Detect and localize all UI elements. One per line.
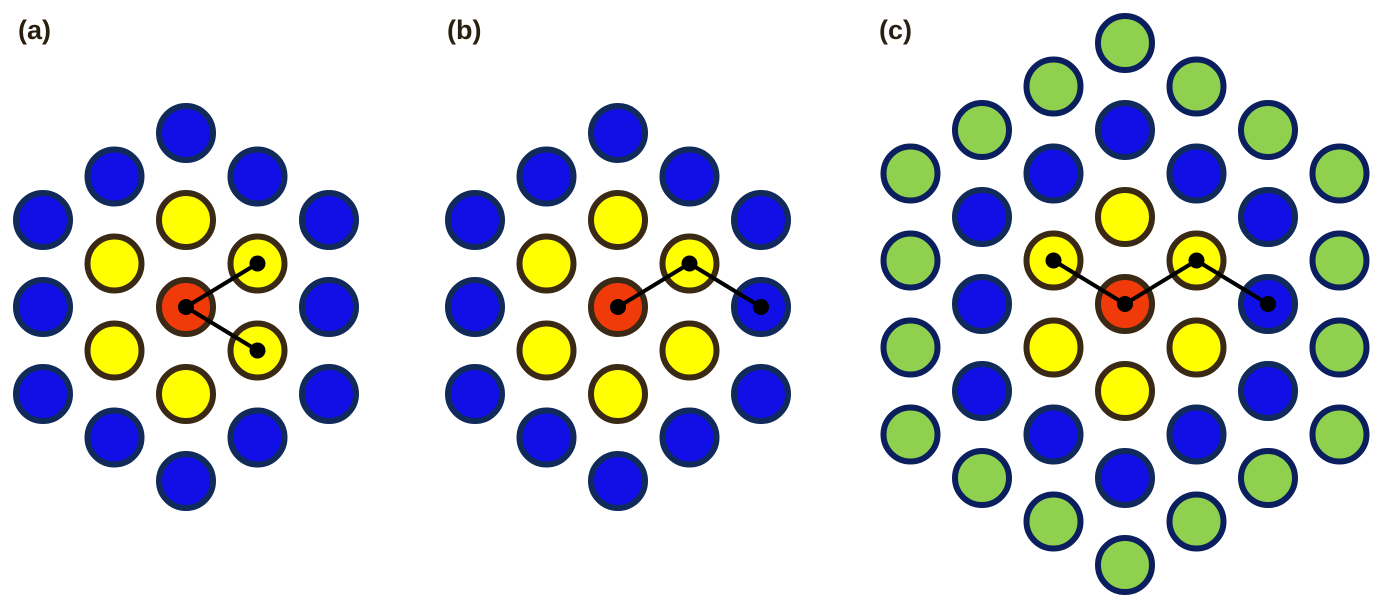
- first-shell-atom: [84, 320, 145, 381]
- second-shell-atom: [731, 364, 791, 424]
- bond-node: [681, 255, 698, 272]
- second-shell-atom: [1023, 404, 1084, 465]
- third-shell-atom: [1309, 317, 1370, 378]
- third-shell-atom: [1023, 56, 1084, 117]
- first-shell-atom: [84, 233, 145, 294]
- bond-node: [1260, 296, 1276, 312]
- second-shell-atom: [299, 364, 359, 424]
- panel-label-a: (a): [18, 15, 51, 45]
- first-shell-atom: [1095, 187, 1155, 247]
- bond-line: [184, 261, 259, 309]
- third-shell-atom: [1023, 491, 1084, 552]
- bond-node: [753, 299, 769, 315]
- third-shell-atom: [880, 317, 941, 378]
- second-shell-atom: [1166, 404, 1227, 465]
- panel-c-lattice: [880, 13, 1370, 595]
- panel-b-lattice: [445, 103, 791, 511]
- second-shell-atom: [445, 277, 505, 337]
- second-shell-atom: [588, 451, 648, 511]
- first-shell-atom: [1023, 317, 1084, 378]
- first-shell-atom: [156, 364, 216, 424]
- second-shell-atom: [731, 190, 791, 250]
- third-shell-atom: [880, 230, 941, 291]
- panel-label-c: (c): [879, 15, 912, 45]
- first-shell-atom: [1166, 317, 1227, 378]
- third-shell-atom: [1309, 143, 1370, 204]
- bond-node: [249, 255, 266, 272]
- third-shell-atom: [880, 404, 941, 465]
- bond-node: [1117, 296, 1133, 312]
- bond-path: [1052, 258, 1270, 306]
- bond-node: [178, 299, 194, 315]
- second-shell-atom: [227, 407, 288, 468]
- third-shell-atom: [1238, 100, 1298, 160]
- bond-node: [249, 342, 266, 359]
- third-shell-atom: [952, 448, 1012, 508]
- third-shell-atom: [952, 100, 1012, 160]
- second-shell-atom: [952, 274, 1012, 334]
- third-shell-atom: [1095, 535, 1155, 595]
- bond-node: [1188, 252, 1205, 269]
- panel-label-b: (b): [447, 15, 482, 45]
- third-shell-atom: [1309, 230, 1370, 291]
- second-shell-atom: [13, 190, 73, 250]
- third-shell-atom: [1309, 404, 1370, 465]
- second-shell-atom: [952, 187, 1012, 247]
- second-shell-atom: [445, 190, 505, 250]
- second-shell-atom: [659, 407, 720, 468]
- second-shell-atom: [1023, 143, 1084, 204]
- first-shell-atom: [1095, 361, 1155, 421]
- second-shell-atom: [13, 277, 73, 337]
- third-shell-atom: [880, 143, 941, 204]
- second-shell-atom: [1238, 361, 1298, 421]
- first-shell-atom: [156, 190, 216, 250]
- third-shell-atom: [1238, 448, 1298, 508]
- second-shell-atom: [516, 407, 577, 468]
- second-shell-atom: [227, 146, 288, 207]
- first-shell-atom: [516, 320, 577, 381]
- second-shell-atom: [516, 146, 577, 207]
- second-shell-atom: [952, 361, 1012, 421]
- first-shell-atom: [588, 364, 648, 424]
- second-shell-atom: [659, 146, 720, 207]
- second-shell-atom: [299, 190, 359, 250]
- second-shell-atom: [1238, 187, 1298, 247]
- second-shell-atom: [445, 364, 505, 424]
- second-shell-atom: [299, 277, 359, 337]
- first-shell-atom: [516, 233, 577, 294]
- second-shell-atom: [84, 407, 145, 468]
- third-shell-atom: [1095, 13, 1155, 73]
- second-shell-atom: [1095, 448, 1155, 508]
- second-shell-atom: [156, 103, 216, 163]
- bond-node: [610, 299, 626, 315]
- panel-a-lattice: [13, 103, 359, 511]
- second-shell-atom: [1166, 143, 1227, 204]
- third-shell-atom: [1166, 56, 1227, 117]
- second-shell-atom: [84, 146, 145, 207]
- second-shell-atom: [13, 364, 73, 424]
- second-shell-atom: [156, 451, 216, 511]
- bond-node: [1045, 252, 1062, 269]
- bond-line: [184, 305, 259, 353]
- first-shell-atom: [588, 190, 648, 250]
- second-shell-atom: [1095, 100, 1155, 160]
- second-shell-atom: [588, 103, 648, 163]
- first-shell-atom: [659, 320, 720, 381]
- third-shell-atom: [1166, 491, 1227, 552]
